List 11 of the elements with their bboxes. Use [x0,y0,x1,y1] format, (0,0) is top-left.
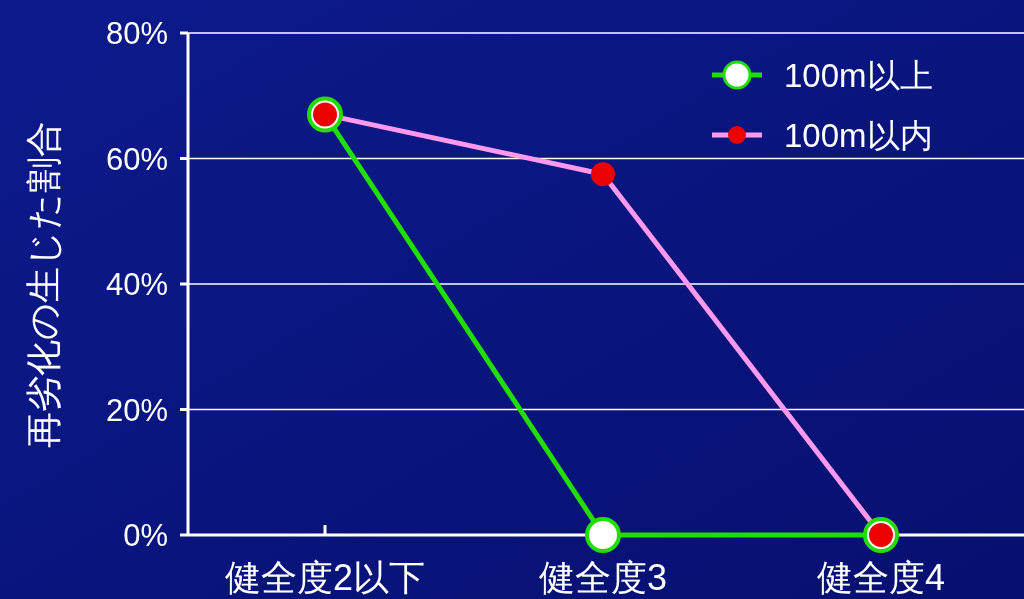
y-axis-title: 再劣化の生じた割合 [23,120,64,448]
y-tick-label: 0% [123,518,168,553]
y-tick-label: 60% [105,141,168,177]
x-tick-label: 健全度4 [816,557,946,598]
y-tick-label: 80% [105,16,168,51]
y-tick-label: 20% [105,392,168,428]
legend-label: 100m以上 [784,57,933,94]
x-tick-label: 健全度3 [538,557,668,598]
x-tick-label: 健全度2以下 [224,557,426,598]
legend-label: 100m以内 [784,117,933,154]
y-tick-label: 40% [105,267,168,302]
